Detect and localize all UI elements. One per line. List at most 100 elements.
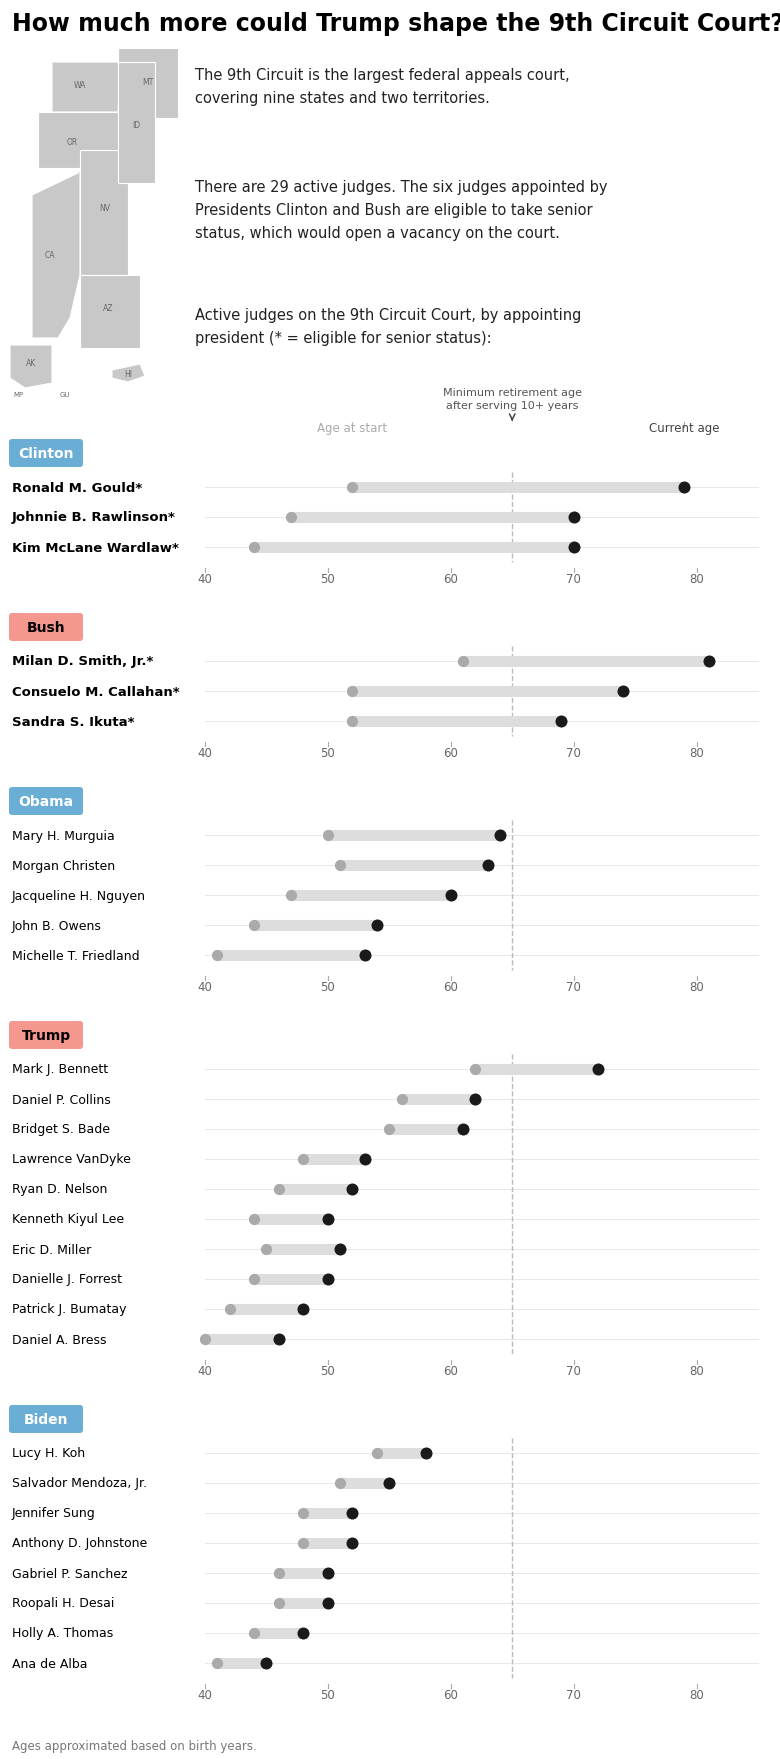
Point [469,1085,481,1113]
Point [321,1265,334,1293]
Point [457,647,470,675]
Point [297,1295,310,1323]
Text: Morgan Christen: Morgan Christen [12,860,115,872]
Text: Bridget S. Bade: Bridget S. Bade [12,1124,110,1136]
Text: Danielle J. Forrest: Danielle J. Forrest [12,1274,122,1286]
Point [248,911,261,939]
Text: 70: 70 [566,573,581,586]
Point [285,881,297,909]
Text: Roopali H. Desai: Roopali H. Desai [12,1597,115,1611]
Text: 80: 80 [690,748,704,760]
Text: 50: 50 [321,1365,335,1377]
Text: Kim McLane Wardlaw*: Kim McLane Wardlaw* [12,542,179,554]
Polygon shape [52,62,120,113]
Point [346,707,359,735]
Text: NV: NV [100,204,111,213]
Point [285,503,297,531]
Point [395,1085,408,1113]
Point [272,1175,285,1203]
Point [567,503,580,531]
Text: Consuelo M. Callahan*: Consuelo M. Callahan* [12,686,179,698]
Text: Minimum retirement age
after serving 10+ years: Minimum retirement age after serving 10+… [443,389,582,412]
Point [346,473,359,501]
Point [567,533,580,561]
Point [297,1145,310,1173]
Point [592,1055,604,1084]
Point [346,1499,359,1527]
Text: Ronald M. Gould*: Ronald M. Gould* [12,482,142,494]
Text: 60: 60 [443,1365,458,1377]
Text: Ana de Alba: Ana de Alba [12,1657,87,1671]
Point [457,1115,470,1143]
Text: Sandra S. Ikuta*: Sandra S. Ikuta* [12,716,134,728]
Point [616,677,629,705]
Text: 70: 70 [566,982,581,994]
Point [334,1235,346,1263]
Text: CA: CA [44,250,55,260]
Text: Anthony D. Johnstone: Anthony D. Johnstone [12,1537,147,1550]
Text: Ages approximated based on birth years.: Ages approximated based on birth years. [12,1740,257,1754]
Text: 80: 80 [690,982,704,994]
Point [248,1265,261,1293]
Text: Lawrence VanDyke: Lawrence VanDyke [12,1154,131,1166]
Text: 50: 50 [321,748,335,760]
Text: 80: 80 [690,1689,704,1703]
Text: 40: 40 [197,982,212,994]
Text: WA: WA [74,81,86,90]
Text: John B. Owens: John B. Owens [12,920,102,932]
Text: 70: 70 [566,1689,581,1703]
Text: 60: 60 [443,982,458,994]
Text: 70: 70 [566,1365,581,1377]
Text: 60: 60 [443,573,458,586]
Text: Jacqueline H. Nguyen: Jacqueline H. Nguyen [12,890,146,902]
Text: Lucy H. Koh: Lucy H. Koh [12,1448,85,1460]
Text: Biden: Biden [23,1412,69,1427]
Point [494,821,506,850]
Point [199,1325,211,1353]
Point [248,533,261,561]
Point [359,941,371,969]
Text: MP: MP [13,392,23,398]
Point [321,821,334,850]
Text: Gabriel P. Sanchez: Gabriel P. Sanchez [12,1567,127,1581]
Point [359,1145,371,1173]
Text: 50: 50 [321,573,335,586]
Point [383,1115,395,1143]
FancyBboxPatch shape [9,1020,83,1048]
Point [261,1235,273,1263]
Polygon shape [80,274,140,348]
Point [272,1325,285,1353]
Text: HI: HI [124,369,132,378]
FancyBboxPatch shape [9,612,83,640]
FancyBboxPatch shape [9,786,83,814]
Point [321,1558,334,1587]
Text: Michelle T. Friedland: Michelle T. Friedland [12,950,140,962]
Text: Mark J. Bennett: Mark J. Bennett [12,1064,108,1077]
Text: Ryan D. Nelson: Ryan D. Nelson [12,1184,108,1196]
Point [297,1529,310,1557]
Text: ID: ID [132,121,140,130]
Point [272,1588,285,1617]
Text: 40: 40 [197,748,212,760]
Point [261,1648,273,1676]
Point [420,1439,432,1467]
Point [445,881,457,909]
Polygon shape [80,150,128,274]
Text: Mary H. Murguia: Mary H. Murguia [12,830,115,843]
Point [481,851,494,880]
Text: Johnnie B. Rawlinson*: Johnnie B. Rawlinson* [12,512,176,524]
Text: Jennifer Sung: Jennifer Sung [12,1507,96,1520]
Point [370,1439,383,1467]
Point [334,851,346,880]
Text: There are 29 active judges. The six judges appointed by
Presidents Clinton and B: There are 29 active judges. The six judg… [195,179,608,241]
Polygon shape [118,47,178,118]
Point [223,1295,236,1323]
Polygon shape [32,169,80,338]
Text: Obama: Obama [19,795,73,809]
Text: 70: 70 [566,748,581,760]
Text: 50: 50 [321,982,335,994]
Text: Bush: Bush [27,621,66,635]
FancyBboxPatch shape [9,440,83,466]
Point [334,1469,346,1497]
Point [346,1529,359,1557]
